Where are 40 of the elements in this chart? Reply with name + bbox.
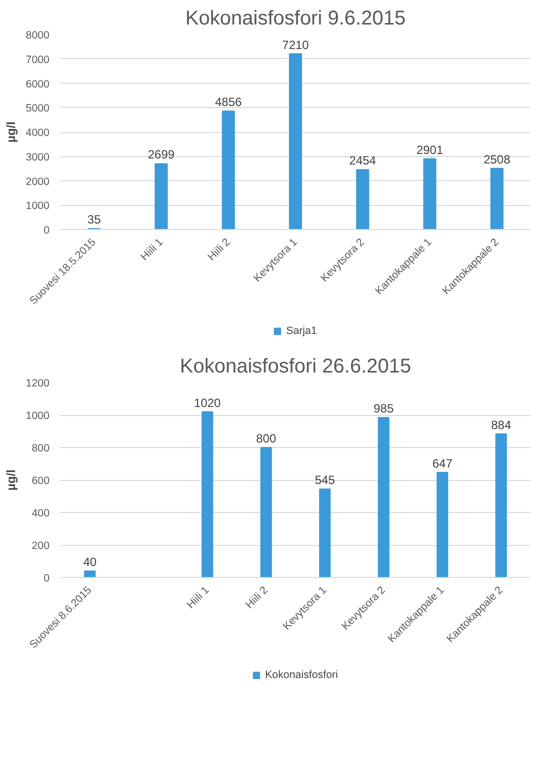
y-tick-label: 2000 (26, 176, 50, 188)
data-label: 35 (87, 212, 102, 227)
data-label: 647 (432, 456, 453, 470)
data-label: 4856 (215, 95, 242, 110)
data-label: 2508 (484, 152, 511, 166)
chart-title: Kokonaisfosfori 9.6.2015 (185, 8, 406, 30)
legend-label: Sarja1 (286, 325, 317, 337)
y-tick-label: 1200 (26, 378, 50, 390)
data-label: 40 (83, 555, 97, 569)
data-label: 545 (314, 472, 336, 487)
data-label: 7210 (282, 38, 310, 52)
x-tick-label: Hiili 1 (184, 584, 212, 612)
y-tick-label: 800 (32, 442, 50, 454)
y-tick-label: 600 (32, 475, 50, 487)
y-axis-title: µg/l (4, 122, 18, 142)
y-tick-label: 400 (32, 508, 50, 520)
y-tick-label: 4000 (26, 127, 50, 139)
y-tick-label: 8000 (26, 30, 50, 42)
y-tick-label: 1000 (26, 410, 50, 422)
y-tick-label: 3000 (26, 151, 50, 164)
legend-label: Kokonaisfosfori (265, 669, 338, 681)
data-label: 1020 (194, 396, 222, 410)
data-label: 2901 (416, 142, 444, 157)
y-tick-label: 200 (32, 540, 50, 552)
y-tick-label: 5000 (26, 102, 50, 115)
x-tick-label: Hiili 2 (206, 236, 233, 264)
x-tick-label: Hiili 1 (138, 236, 166, 264)
y-tick-label: 6000 (26, 78, 50, 90)
y-tick-label: 0 (44, 224, 50, 236)
y-tick-label: 7000 (26, 54, 50, 66)
y-axis-title: µg/l (4, 470, 18, 490)
data-label: 985 (374, 401, 394, 416)
data-label: 2699 (148, 148, 175, 162)
data-label: 884 (491, 418, 512, 432)
x-tick-label: Hiili 2 (243, 584, 270, 612)
data-label: 2454 (349, 154, 376, 168)
y-tick-label: 0 (44, 572, 50, 584)
y-tick-label: 1000 (26, 200, 50, 212)
data-label: 800 (256, 432, 276, 446)
chart-title: Kokonaisfosfori 26.6.2015 (180, 356, 412, 378)
